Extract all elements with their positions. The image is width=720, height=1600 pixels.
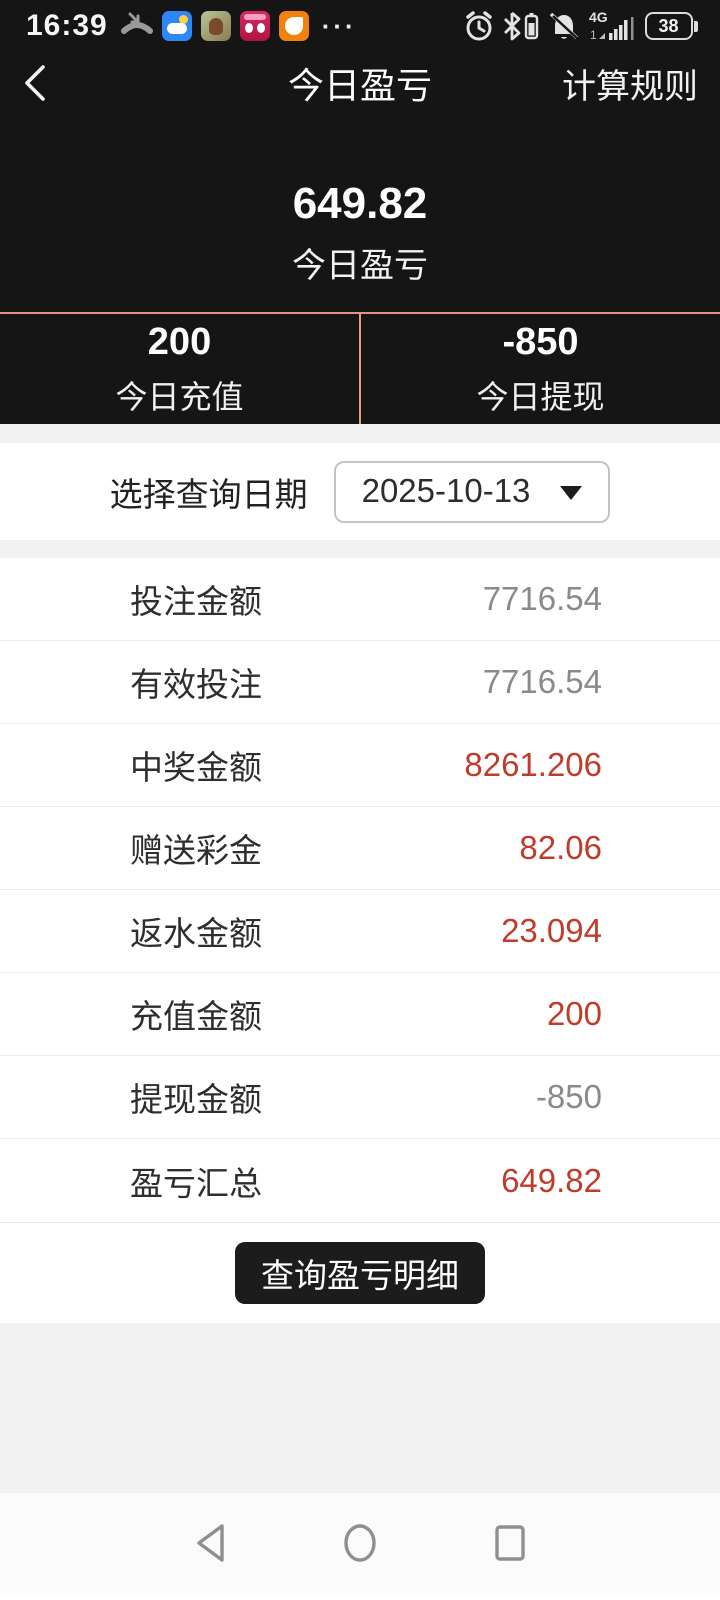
- nav-recents-button[interactable]: [488, 1521, 532, 1565]
- section-divider: [0, 424, 720, 443]
- table-row: 充值金额 200: [0, 973, 720, 1056]
- empty-area: [0, 1323, 720, 1493]
- cellular-signal-icon: 4G 1: [589, 9, 633, 42]
- profit-loss-table: 投注金额 7716.54 有效投注 7716.54 中奖金额 8261.206 …: [0, 558, 720, 1222]
- table-row: 提现金额 -850: [0, 1056, 720, 1139]
- red-app-icon: [239, 11, 270, 41]
- row-label: 充值金额: [130, 998, 262, 1035]
- row-label: 返水金额: [130, 915, 262, 952]
- query-profit-detail-button[interactable]: 查询盈亏明细: [235, 1242, 485, 1304]
- browser-app-icon: [278, 11, 309, 41]
- table-row: 有效投注 7716.54: [0, 641, 720, 724]
- table-row: 返水金额 23.094: [0, 890, 720, 973]
- page-title: 今日盈亏: [287, 65, 432, 106]
- notifications-muted-icon: [549, 12, 580, 41]
- missed-call-icon: [120, 12, 153, 34]
- today-profit-label: 今日盈亏: [292, 247, 428, 285]
- row-label: 有效投注: [130, 666, 262, 703]
- alarm-icon: [465, 11, 492, 41]
- row-label: 盈亏汇总: [130, 1164, 262, 1202]
- calc-rules-link[interactable]: 计算规则: [562, 67, 698, 106]
- bluetooth-device-battery-icon: [503, 11, 538, 41]
- today-withdraw-label: 今日提现: [476, 378, 605, 415]
- vertical-divider: [359, 314, 361, 424]
- today-withdraw-value: -850: [502, 320, 579, 363]
- status-bar: 16:39 ···: [0, 0, 720, 46]
- nav-back-button[interactable]: [188, 1521, 232, 1565]
- app-header: 今日盈亏 计算规则: [0, 46, 720, 120]
- battery-percent: 38: [658, 15, 679, 36]
- date-select[interactable]: 2025-10-13: [333, 460, 611, 523]
- table-row: 盈亏汇总 649.82: [0, 1139, 720, 1222]
- today-recharge-value: 200: [147, 320, 212, 363]
- row-value: 82.06: [519, 829, 602, 866]
- today-profit-summary: 649.82 今日盈亏: [0, 178, 720, 286]
- row-label: 提现金额: [130, 1081, 262, 1118]
- nav-back-icon: [197, 1524, 224, 1562]
- row-value: -850: [535, 1078, 602, 1115]
- row-label: 中奖金额: [130, 749, 262, 786]
- row-value: 23.094: [501, 912, 602, 949]
- back-button[interactable]: [22, 61, 66, 105]
- nav-home-icon: [344, 1524, 376, 1562]
- back-chevron-icon: [25, 65, 45, 101]
- row-value: 649.82: [501, 1161, 602, 1199]
- date-select-value: 2025-10-13: [361, 471, 531, 509]
- row-value: 7716.54: [482, 580, 602, 617]
- recharge-withdraw-summary: 200 今日充值 -850 今日提现: [0, 312, 720, 424]
- table-row: 投注金额 7716.54: [0, 558, 720, 641]
- svg-text:1: 1: [590, 28, 597, 42]
- row-label: 赠送彩金: [130, 832, 262, 869]
- weather-app-icon: [161, 11, 192, 41]
- game-app-icon: [200, 11, 231, 41]
- status-bar-right: 4G 1 38: [463, 9, 698, 43]
- section-divider: [0, 540, 720, 558]
- dropdown-caret-icon: [560, 485, 583, 500]
- row-value: 8261.206: [464, 746, 602, 783]
- detail-button-section: 查询盈亏明细: [0, 1222, 720, 1323]
- svg-text:4G: 4G: [589, 9, 608, 25]
- android-nav-bar: [0, 1493, 720, 1593]
- battery-icon: 38: [644, 12, 698, 40]
- table-row: 中奖金额 8261.206: [0, 724, 720, 807]
- nav-home-button[interactable]: [338, 1521, 382, 1565]
- row-label: 投注金额: [130, 583, 262, 620]
- date-picker-label: 选择查询日期: [109, 475, 308, 513]
- clock-time: 16:39: [26, 9, 108, 42]
- today-profit-amount: 649.82: [292, 179, 428, 228]
- row-value: 7716.54: [482, 663, 602, 700]
- table-row: 赠送彩金 82.06: [0, 807, 720, 890]
- row-value: 200: [546, 995, 602, 1032]
- nav-recents-icon: [495, 1525, 525, 1561]
- date-picker-section: 选择查询日期 2025-10-13: [0, 443, 720, 540]
- today-withdraw-cell: -850 今日提现: [361, 314, 720, 424]
- status-bar-left: 16:39 ···: [26, 9, 357, 43]
- more-notifications-icon: ···: [321, 10, 357, 41]
- today-recharge-label: 今日充值: [115, 378, 244, 415]
- today-recharge-cell: 200 今日充值: [0, 314, 359, 424]
- top-section: 16:39 ···: [0, 0, 720, 424]
